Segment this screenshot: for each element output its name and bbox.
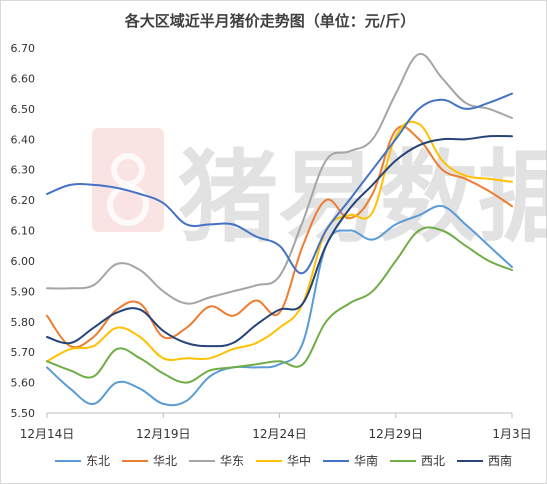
y-axis: 5.50 5.60 5.70 5.80 5.90 6.00 6.10 6.20 6.30 6.40… [11,42,36,420]
legend: 东北 华北 华东 华中 华南 西北 西南 [55,453,512,468]
series-line-6 [46,134,513,348]
y-tick-label: 6.60 [11,72,36,85]
x-axis: 12月14日 12月19日 12月24日 12月29日 1月3日 [20,413,532,441]
y-tick-label: 6.20 [11,194,36,207]
y-tick-label: 6.30 [11,164,36,177]
legend-label: 西南 [488,453,512,468]
series-line-2 [46,52,513,305]
watermark-logo-ring-bottom [107,184,149,226]
x-tick-label: 1月3日 [492,427,531,441]
y-tick-label: 6.00 [11,255,36,268]
y-tick-label: 6.50 [11,103,36,116]
y-tick-label: 5.90 [11,285,36,298]
legend-label: 华中 [287,453,311,468]
y-tick-label: 5.50 [11,407,36,420]
y-tick-label: 5.80 [11,316,36,329]
series-line-4 [46,92,513,275]
legend-label: 东北 [86,454,110,468]
legend-label: 华东 [220,454,244,468]
legend-label: 华南 [354,453,378,468]
x-tick-label: 12月29日 [368,427,423,441]
series-group [46,52,513,407]
y-tick-label: 6.70 [11,42,36,55]
chart-title: 各大区域近半月猪价走势图（单位：元/斤） [124,12,415,30]
legend-label: 西北 [421,454,445,468]
x-tick-label: 12月14日 [20,427,75,441]
series-line-5 [46,226,513,384]
y-tick-label: 6.10 [11,225,36,238]
x-tick-label: 12月19日 [136,427,191,441]
watermark-logo [92,128,164,232]
watermark-text: 猪易数据 [178,139,547,256]
series-line-3 [46,120,513,363]
y-tick-label: 6.40 [11,133,36,146]
x-tick-label: 12月24日 [252,427,307,441]
series-line-1 [46,125,513,349]
series-line-0 [46,204,513,407]
watermark: 猪易数据 [92,128,547,256]
legend-label: 华北 [153,454,177,468]
y-tick-label: 5.70 [11,346,36,359]
y-tick-label: 5.60 [11,377,36,390]
